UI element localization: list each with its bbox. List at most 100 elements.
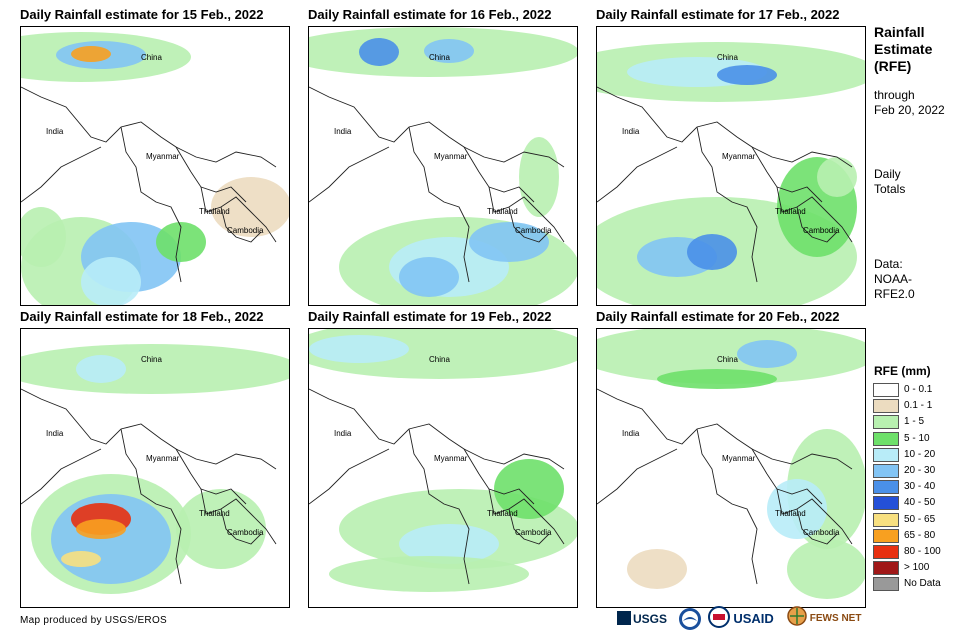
map-label-myanmar: Myanmar: [722, 454, 756, 463]
map-label-china: China: [717, 53, 738, 62]
map-label-myanmar: Myanmar: [146, 454, 180, 463]
map-label-cambodia: Cambodia: [227, 226, 264, 235]
country-boundary: [190, 473, 277, 545]
map-label-thailand: Thailand: [487, 509, 518, 518]
rainfall-patch: [21, 344, 289, 394]
rainfall-patch: [657, 369, 777, 389]
rainfall-patch: [469, 222, 549, 262]
rainfall-patch: [76, 519, 126, 539]
rainfall-patch: [717, 65, 777, 85]
country-boundary: [309, 388, 480, 475]
map-label-cambodia: Cambodia: [803, 226, 840, 235]
rainfall-patch: [359, 38, 399, 66]
panel-title: Daily Rainfall estimate for 19 Feb., 202…: [308, 309, 552, 324]
legend-swatch: [873, 496, 899, 511]
country-boundary: [508, 508, 550, 545]
sidebar-text-line: Totals: [874, 182, 906, 196]
map-label-india: India: [46, 127, 64, 136]
rainfall-map: China India Myanmar Thailand Cambodia: [308, 26, 578, 306]
map-label-china: China: [141, 355, 162, 364]
legend-swatch: [873, 447, 899, 462]
rainfall-patch: [81, 257, 141, 305]
country-boundary: [309, 86, 480, 173]
rainfall-map-graphic: [21, 344, 289, 594]
country-boundary: [463, 146, 565, 168]
country-boundary: [21, 86, 192, 173]
map-label-cambodia: Cambodia: [803, 528, 840, 537]
legend-label: 40 - 50: [904, 497, 936, 509]
rainfall-map: China India Myanmar Thailand Cambodia: [596, 328, 866, 608]
rainfall-patch: [787, 539, 865, 599]
usaid-logo: USAID: [708, 606, 774, 632]
map-label-myanmar: Myanmar: [146, 152, 180, 161]
sidebar-daily: Daily Totals: [874, 167, 905, 197]
map-credit: Map produced by USGS/EROS: [20, 615, 168, 626]
country-boundary: [408, 126, 470, 283]
rainfall-patch: [309, 335, 409, 363]
legend-label: 30 - 40: [904, 481, 936, 493]
country-boundary: [766, 171, 853, 243]
country-boundary: [120, 428, 182, 585]
legend-label: No Data: [904, 578, 941, 590]
country-boundary: [120, 126, 182, 283]
legend-label: 0 - 0.1: [904, 384, 933, 395]
sidebar-data-source: Data: NOAA- RFE2.0: [874, 257, 915, 302]
map-label-india: India: [622, 127, 640, 136]
country-boundary: [309, 146, 390, 203]
fewsnet-globe-icon: [787, 606, 807, 626]
usaid-seal-icon: [708, 606, 730, 628]
country-boundary: [488, 186, 535, 203]
legend-label: 5 - 10: [904, 432, 930, 444]
legend-label: 0.1 - 1: [904, 400, 933, 412]
usgs-logo-text: USGS: [633, 612, 668, 626]
noaa-logo: [678, 606, 702, 632]
country-boundary: [175, 448, 277, 470]
rainfall-patch: [329, 556, 529, 592]
legend-label: 10 - 20: [904, 448, 936, 460]
legend-swatch: [873, 577, 899, 592]
legend-swatch: [873, 415, 899, 430]
panel-title: Daily Rainfall estimate for 18 Feb., 202…: [20, 309, 264, 324]
legend-label: 65 - 80: [904, 529, 936, 541]
map-panel-19feb: Daily Rainfall estimate for 19 Feb., 202…: [308, 309, 598, 609]
legend-swatch: [873, 528, 899, 543]
rainfall-patch: [71, 46, 111, 62]
map-label-china: China: [141, 53, 162, 62]
rainfall-patch: [737, 340, 797, 368]
map-label-china: China: [429, 53, 450, 62]
map-label-thailand: Thailand: [775, 207, 806, 216]
sidebar-title-line: (RFE): [874, 58, 912, 74]
country-boundary: [776, 488, 823, 505]
country-boundary: [21, 448, 102, 505]
map-label-myanmar: Myanmar: [434, 454, 468, 463]
country-boundary: [408, 428, 470, 585]
country-boundary: [508, 206, 550, 243]
rainfall-map-graphic: [309, 329, 577, 592]
country-boundary: [796, 508, 838, 545]
legend-swatch: [873, 561, 899, 576]
country-boundary: [190, 171, 277, 243]
map-label-india: India: [622, 429, 640, 438]
map-label-thailand: Thailand: [199, 509, 230, 518]
rainfall-map: China India Myanmar Thailand Cambodia: [596, 26, 866, 306]
rainfall-patch: [687, 234, 737, 270]
legend-swatch: [873, 383, 899, 397]
usgs-logo: USGS: [617, 606, 667, 632]
rainfall-patch: [399, 257, 459, 297]
rainfall-patch: [211, 177, 289, 237]
map-label-cambodia: Cambodia: [515, 226, 552, 235]
country-boundary: [463, 448, 565, 470]
map-label-cambodia: Cambodia: [515, 528, 552, 537]
country-boundary: [696, 428, 758, 585]
sidebar-text-line: RFE2.0: [874, 287, 915, 301]
legend-label: 50 - 65: [904, 513, 936, 525]
country-boundary: [220, 206, 262, 243]
sidebar-text-line: Data:: [874, 257, 903, 271]
usaid-logo-text: USAID: [733, 611, 774, 626]
panel-title: Daily Rainfall estimate for 16 Feb., 202…: [308, 7, 552, 22]
map-label-myanmar: Myanmar: [434, 152, 468, 161]
map-label-china: China: [429, 355, 450, 364]
country-boundary: [766, 473, 853, 545]
rainfall-patch: [176, 489, 266, 569]
country-boundary: [200, 186, 247, 203]
